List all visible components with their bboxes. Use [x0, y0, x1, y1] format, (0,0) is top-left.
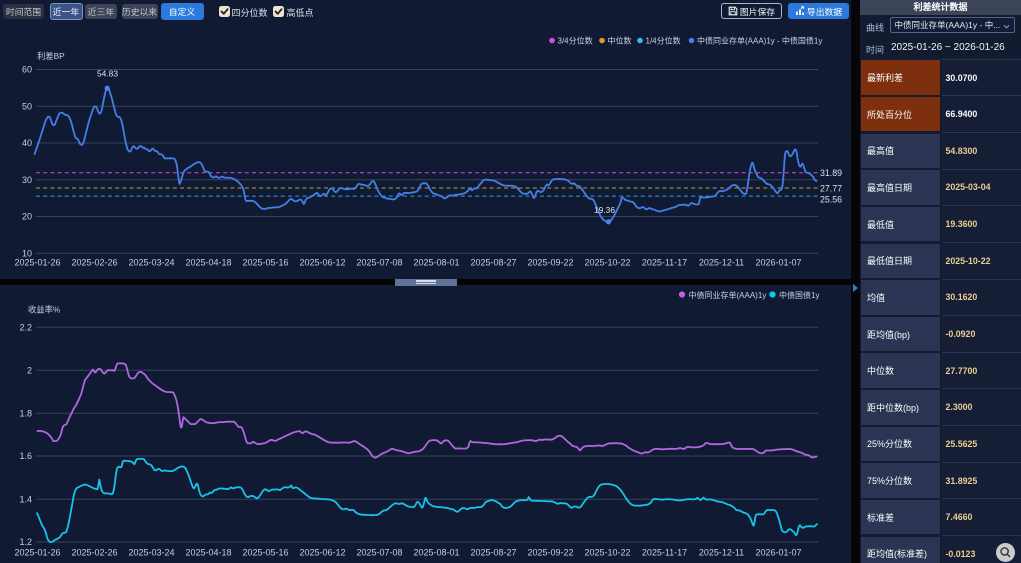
- svg-text:2025-02-26: 2025-02-26: [71, 258, 117, 268]
- svg-text:19.36: 19.36: [594, 205, 615, 215]
- svg-text:2025-11-17: 2025-11-17: [642, 258, 687, 268]
- svg-text:31.89: 31.89: [820, 168, 842, 178]
- svg-text:2025-04-18: 2025-04-18: [185, 548, 231, 558]
- svg-text:2025-06-12: 2025-06-12: [299, 548, 345, 558]
- svg-text:10: 10: [22, 249, 32, 259]
- svg-text:2025-03-24: 2025-03-24: [128, 548, 174, 558]
- svg-text:2025-08-01: 2025-08-01: [413, 548, 459, 558]
- svg-text:2025-09-22: 2025-09-22: [527, 548, 573, 558]
- svg-text:20: 20: [22, 212, 32, 222]
- svg-text:2025-07-08: 2025-07-08: [356, 548, 402, 558]
- svg-text:2026-01-07: 2026-01-07: [755, 258, 801, 268]
- svg-text:2026-01-07: 2026-01-07: [755, 548, 801, 558]
- svg-text:2025-10-22: 2025-10-22: [584, 548, 630, 558]
- svg-text:2025-07-08: 2025-07-08: [356, 258, 402, 268]
- svg-text:1.2: 1.2: [19, 537, 32, 547]
- svg-text:2025-08-27: 2025-08-27: [470, 258, 516, 268]
- svg-text:60: 60: [22, 65, 32, 75]
- svg-text:中债同业存单(AAA)1y - 中债国债1y: 中债同业存单(AAA)1y - 中债国债1y: [697, 36, 822, 46]
- svg-text:40: 40: [22, 138, 32, 148]
- svg-text:中位数: 中位数: [608, 36, 632, 46]
- svg-text:2: 2: [27, 365, 32, 375]
- svg-text:54.83: 54.83: [97, 69, 118, 79]
- svg-text:2025-01-26: 2025-01-26: [14, 258, 60, 268]
- svg-text:2025-08-01: 2025-08-01: [413, 258, 459, 268]
- svg-text:2025-05-16: 2025-05-16: [242, 548, 288, 558]
- svg-text:2025-09-22: 2025-09-22: [527, 258, 573, 268]
- svg-text:30: 30: [22, 175, 32, 185]
- svg-text:中债国债1y: 中债国债1y: [779, 290, 819, 300]
- svg-text:3/4分位数: 3/4分位数: [558, 36, 593, 46]
- svg-text:2025-12-11: 2025-12-11: [699, 258, 744, 268]
- svg-text:1.6: 1.6: [19, 451, 32, 461]
- svg-text:2025-08-27: 2025-08-27: [470, 548, 516, 558]
- svg-text:2025-05-16: 2025-05-16: [242, 258, 288, 268]
- svg-text:2025-01-26: 2025-01-26: [14, 548, 60, 558]
- svg-text:收益率%: 收益率%: [28, 305, 61, 315]
- svg-text:2025-03-24: 2025-03-24: [128, 258, 174, 268]
- svg-text:中债同业存单(AAA)1y: 中债同业存单(AAA)1y: [689, 290, 767, 300]
- svg-text:2025-06-12: 2025-06-12: [299, 258, 345, 268]
- svg-text:2025-02-26: 2025-02-26: [71, 548, 117, 558]
- svg-text:2025-10-22: 2025-10-22: [584, 258, 630, 268]
- svg-text:2.2: 2.2: [19, 322, 32, 332]
- svg-text:2025-12-11: 2025-12-11: [699, 548, 744, 558]
- svg-text:1.8: 1.8: [19, 408, 32, 418]
- svg-text:利差BP: 利差BP: [37, 51, 65, 61]
- svg-text:50: 50: [22, 102, 32, 112]
- svg-text:2025-04-18: 2025-04-18: [185, 258, 231, 268]
- svg-text:1/4分位数: 1/4分位数: [646, 36, 681, 46]
- svg-text:27.77: 27.77: [820, 184, 842, 194]
- svg-text:25.56: 25.56: [820, 195, 842, 205]
- svg-text:2025-11-17: 2025-11-17: [642, 548, 687, 558]
- svg-text:1.4: 1.4: [19, 494, 32, 504]
